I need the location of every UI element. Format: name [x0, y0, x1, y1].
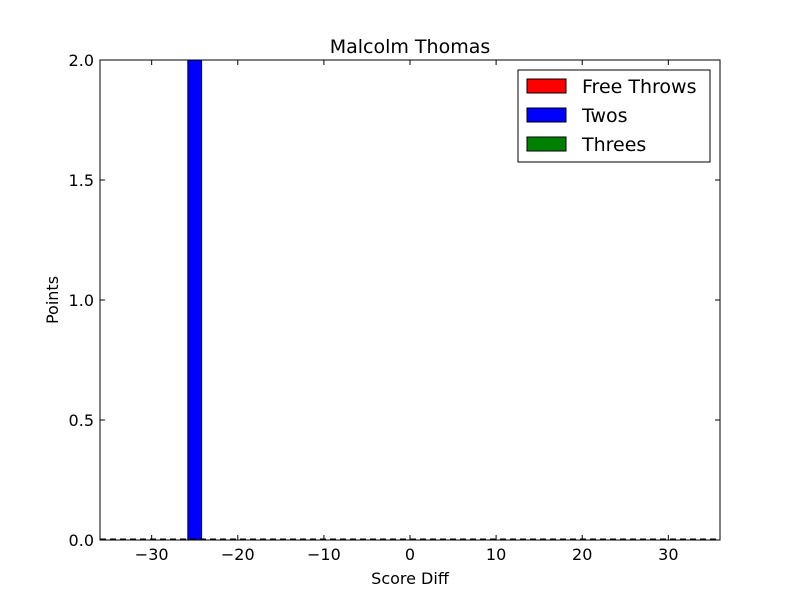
chart-title: Malcolm Thomas — [330, 36, 491, 58]
x-axis: −30 −20 −10 0 10 20 30 — [135, 60, 679, 564]
y-tick-label: 1.5 — [69, 171, 94, 190]
x-tick-label: 10 — [486, 545, 506, 564]
y-tick-label: 0.0 — [69, 531, 94, 550]
legend-swatch-twos — [526, 107, 567, 123]
x-tick-label: −30 — [135, 545, 169, 564]
legend-swatch-threes — [526, 136, 567, 152]
x-tick-label: −10 — [307, 545, 341, 564]
y-axis: 0.0 0.5 1.0 1.5 2.0 — [69, 51, 720, 550]
x-tick-label: −20 — [221, 545, 255, 564]
bar-twos — [187, 59, 203, 541]
x-tick-label: 30 — [658, 545, 678, 564]
legend-label-twos: Twos — [581, 105, 628, 127]
y-tick-label: 2.0 — [69, 51, 94, 70]
x-tick-label: 20 — [572, 545, 592, 564]
y-tick-label: 0.5 — [69, 411, 94, 430]
y-tick-label: 1.0 — [69, 291, 94, 310]
x-tick-label: 0 — [405, 545, 415, 564]
legend-label-free-throws: Free Throws — [582, 76, 696, 98]
legend: Free Throws Twos Threes — [517, 69, 711, 163]
legend-label-threes: Threes — [581, 134, 646, 156]
bars-layer — [187, 59, 203, 541]
x-axis-label: Score Diff — [371, 569, 450, 588]
y-axis-label: Points — [43, 276, 62, 324]
legend-swatch-free-throws — [526, 78, 567, 94]
